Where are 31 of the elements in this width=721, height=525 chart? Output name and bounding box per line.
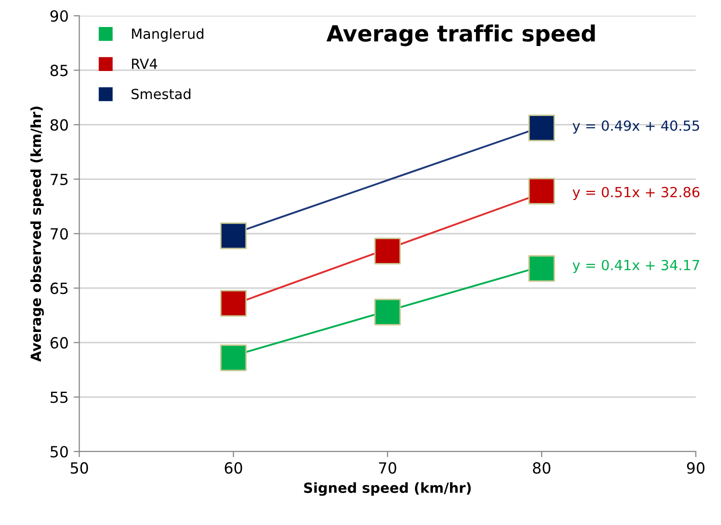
y-tick-label: 60: [50, 337, 68, 349]
x-tick-label: 90: [687, 462, 704, 474]
y-tick-label: 50: [50, 446, 68, 458]
chart-title: Average traffic speed: [326, 24, 595, 46]
point: [528, 178, 555, 204]
x-axis-title: Signed speed (km/hr): [304, 482, 471, 496]
x-tick-label: 60: [224, 462, 242, 474]
point: [220, 344, 247, 372]
y-tick-label: 80: [50, 119, 68, 131]
y-tick-label: 70: [50, 228, 68, 240]
legend-label: Manglerud: [132, 28, 204, 42]
y-tick-label: 65: [50, 282, 68, 294]
y-tick-label: 85: [50, 64, 68, 76]
point: [374, 238, 401, 264]
x-tick-label: 70: [379, 462, 396, 474]
point: [528, 114, 555, 142]
annotation: y = 0.41x + 34.17: [572, 260, 700, 274]
annotation: y = 0.51x + 32.86: [572, 186, 700, 200]
legend-label: Smestad: [132, 88, 190, 100]
point: [220, 222, 247, 250]
y-tick-label: 75: [50, 174, 68, 186]
x-tick-label: 80: [532, 462, 550, 474]
annotation: y = 0.49x + 40.55: [572, 120, 700, 134]
y-tick-label: 55: [50, 392, 68, 404]
point: [374, 298, 401, 326]
y-axis-title: Average observed speed (km/hr): [30, 106, 44, 362]
x-tick-label: 50: [70, 462, 88, 474]
y-tick-label: 90: [50, 10, 68, 22]
point: [220, 290, 247, 317]
legend-label: RV4: [132, 58, 158, 69]
point: [528, 255, 555, 282]
